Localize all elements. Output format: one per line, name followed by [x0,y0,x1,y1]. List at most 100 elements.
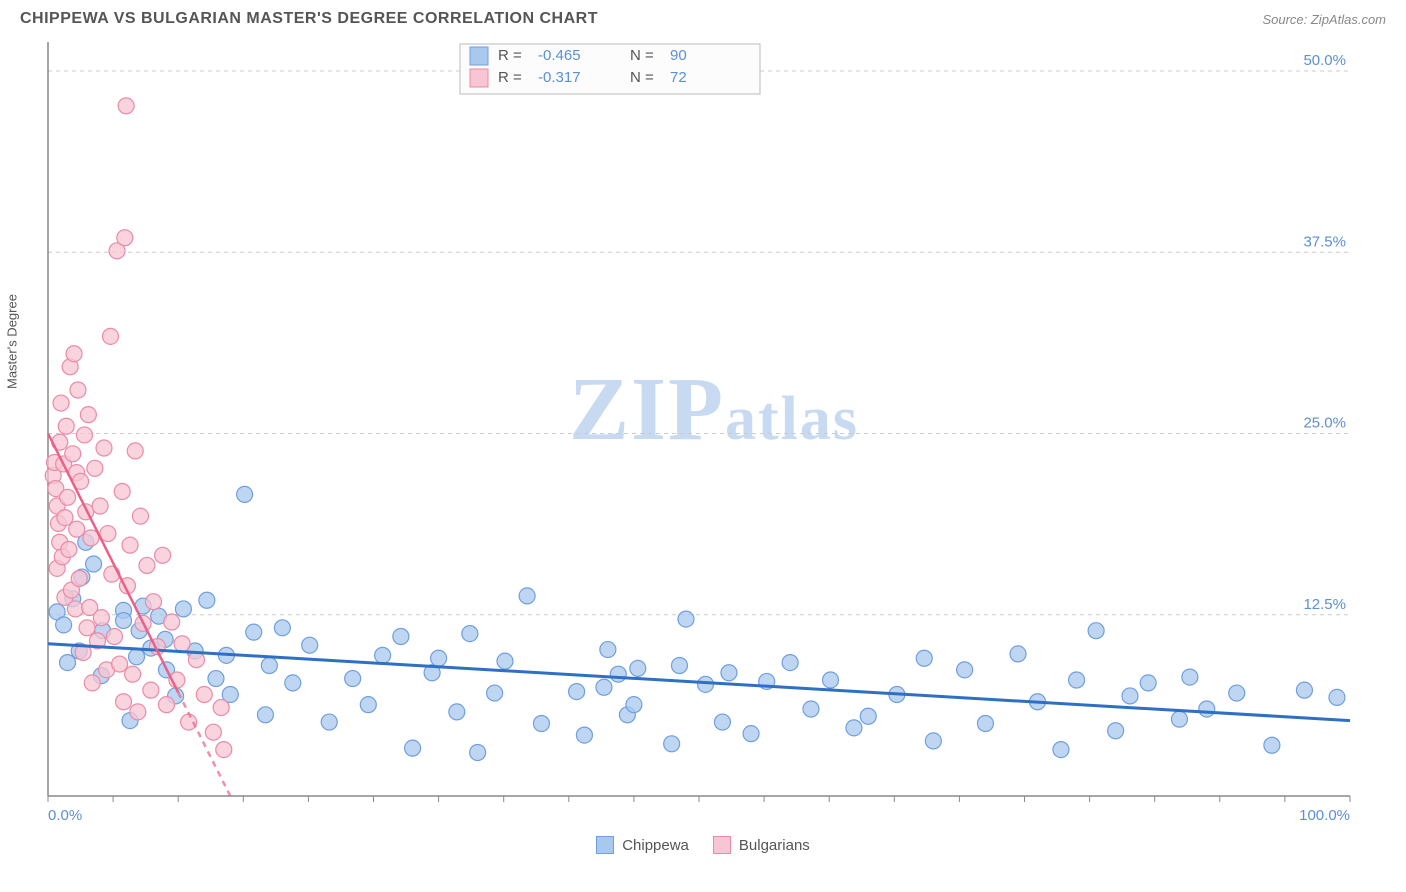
data-point-chippewa [714,714,730,730]
data-point-chippewa [519,588,535,604]
data-point-chippewa [1199,701,1215,717]
data-point-chippewa [345,671,361,687]
data-point-bulgarians [80,407,96,423]
data-point-chippewa [257,707,273,723]
data-point-bulgarians [116,694,132,710]
data-point-bulgarians [58,418,74,434]
data-point-chippewa [237,486,253,502]
data-point-bulgarians [53,395,69,411]
legend-n-label: N = [630,47,654,64]
data-point-chippewa [916,650,932,666]
data-point-bulgarians [122,537,138,553]
data-point-chippewa [431,650,447,666]
data-point-chippewa [1108,723,1124,739]
data-point-bulgarians [125,666,141,682]
legend-n-label: N = [630,69,654,86]
data-point-bulgarians [71,571,87,587]
legend-r-label: R = [498,47,522,64]
data-point-bulgarians [79,620,95,636]
legend-label: Chippewa [622,837,689,854]
data-point-chippewa [1069,672,1085,688]
source-attribution: Source: ZipAtlas.com [1262,12,1386,27]
data-point-chippewa [596,679,612,695]
data-point-bulgarians [196,687,212,703]
data-point-bulgarians [158,697,174,713]
data-point-chippewa [743,726,759,742]
data-point-chippewa [1010,646,1026,662]
data-point-bulgarians [76,427,92,443]
data-point-chippewa [360,697,376,713]
data-point-chippewa [576,727,592,743]
legend-r-label: R = [498,69,522,86]
data-point-chippewa [1140,675,1156,691]
data-point-chippewa [671,658,687,674]
legend-swatch [596,836,614,854]
data-point-bulgarians [145,594,161,610]
data-point-chippewa [302,637,318,653]
y-tick-label: 12.5% [1303,596,1346,613]
legend-n-value: 90 [670,47,687,64]
y-axis-label: Master's Degree [5,294,20,389]
legend-r-value: -0.465 [538,47,581,64]
data-point-bulgarians [102,328,118,344]
data-point-bulgarians [87,460,103,476]
data-point-chippewa [678,611,694,627]
data-point-bulgarians [84,675,100,691]
legend-r-value: -0.317 [538,69,581,86]
data-point-chippewa [860,708,876,724]
data-point-bulgarians [60,489,76,505]
scatter-chart: ZIPatlas12.5%25.0%37.5%50.0%0.0%100.0%R … [20,34,1380,824]
data-point-chippewa [630,660,646,676]
y-tick-label: 50.0% [1303,52,1346,69]
svg-text:ZIPatlas: ZIPatlas [569,360,859,459]
data-point-chippewa [569,684,585,700]
data-point-bulgarians [118,98,134,114]
data-point-chippewa [487,685,503,701]
data-point-bulgarians [155,547,171,563]
data-point-chippewa [1296,682,1312,698]
data-point-chippewa [600,642,616,658]
legend-swatch [470,47,488,65]
data-point-chippewa [1264,737,1280,753]
legend-n-value: 72 [670,69,687,86]
data-point-chippewa [977,716,993,732]
data-point-bulgarians [61,542,77,558]
data-point-chippewa [846,720,862,736]
data-point-chippewa [246,624,262,640]
data-point-bulgarians [216,742,232,758]
data-point-chippewa [721,665,737,681]
data-point-bulgarians [132,508,148,524]
data-point-bulgarians [130,704,146,720]
data-point-chippewa [497,653,513,669]
data-point-chippewa [1171,711,1187,727]
data-point-chippewa [129,649,145,665]
data-point-bulgarians [70,382,86,398]
legend-swatch [470,69,488,87]
data-point-chippewa [533,716,549,732]
x-min-label: 0.0% [48,807,82,824]
data-point-chippewa [208,671,224,687]
data-point-chippewa [375,647,391,663]
data-point-bulgarians [117,230,133,246]
data-point-chippewa [664,736,680,752]
data-point-bulgarians [106,629,122,645]
chart-title: CHIPPEWA VS BULGARIAN MASTER'S DEGREE CO… [20,10,598,28]
data-point-chippewa [199,592,215,608]
data-point-chippewa [610,666,626,682]
data-point-bulgarians [213,700,229,716]
legend-swatch [713,836,731,854]
legend-label: Bulgarians [739,837,810,854]
data-point-chippewa [1088,623,1104,639]
data-point-chippewa [925,733,941,749]
data-point-chippewa [462,626,478,642]
data-point-bulgarians [114,484,130,500]
data-point-chippewa [1182,669,1198,685]
data-point-bulgarians [174,636,190,652]
data-point-chippewa [175,601,191,617]
data-point-bulgarians [69,521,85,537]
data-point-bulgarians [139,557,155,573]
legend-item-bulgarians: Bulgarians [713,836,810,854]
data-point-chippewa [449,704,465,720]
data-point-bulgarians [127,443,143,459]
legend-item-chippewa: Chippewa [596,836,689,854]
